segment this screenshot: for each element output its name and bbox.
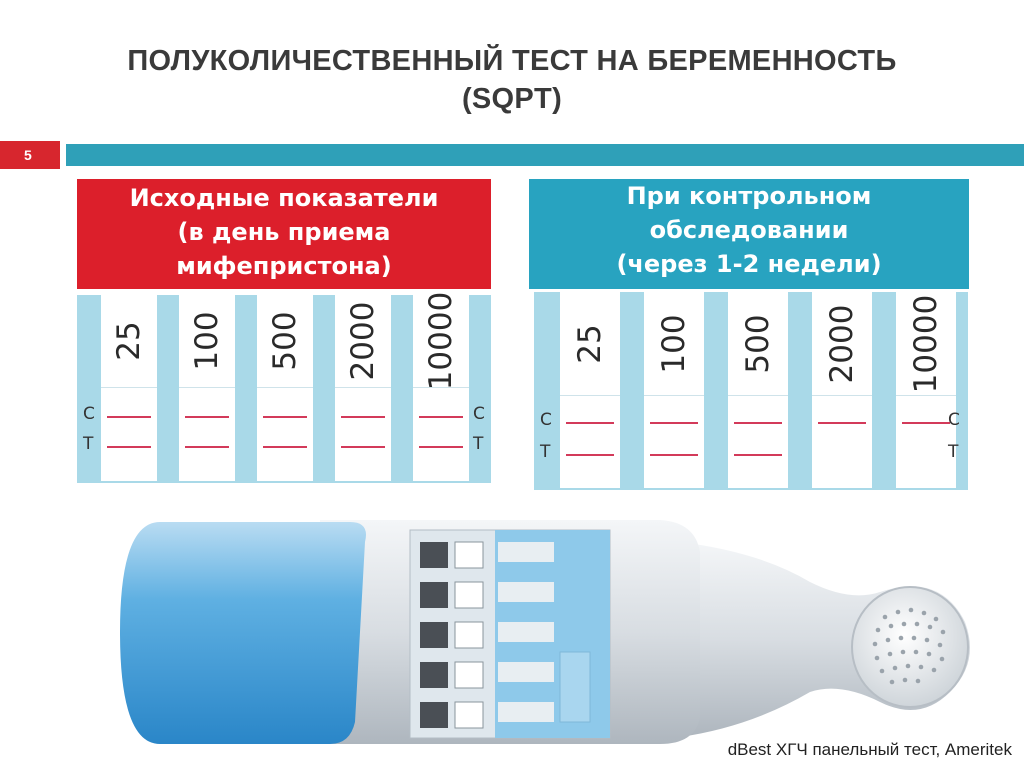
test-label-left: T: [83, 434, 94, 454]
right_panel-strip-label: 25: [572, 323, 608, 364]
test-line: [263, 446, 307, 448]
left_panel-strip-label: 10000: [423, 291, 459, 391]
right_panel-strip-label: 10000: [908, 294, 944, 393]
followup-header-line-3: (через 1-2 недели): [616, 250, 882, 278]
baseline-header: Исходные показатели (в день приема мифеп…: [77, 179, 491, 289]
left_panel-strip-25: 25: [101, 295, 157, 481]
right_panel-strip-500: 500: [728, 292, 788, 488]
control-label-left: C: [540, 410, 552, 430]
right_panel-strip-label: 500: [740, 313, 776, 374]
test-line: [650, 454, 698, 456]
page-title: ПОЛУКОЛИЧЕСТВЕННЫЙ ТЕСТ НА БЕРЕМЕННОСТЬ …: [0, 42, 1024, 118]
test-line: [566, 454, 614, 456]
test-line: [185, 446, 229, 448]
test-label-right: T: [473, 434, 484, 454]
control-label-right: C: [473, 404, 485, 424]
baseline-header-line-3: мифепристона): [176, 252, 392, 280]
baseline-header-line-1: Исходные показатели: [129, 184, 439, 212]
followup-header: При контрольном обследовании (через 1-2 …: [529, 179, 969, 289]
control-line: [185, 416, 229, 418]
control-line: [734, 422, 782, 424]
control-line: [902, 422, 950, 424]
control-line: [263, 416, 307, 418]
test-line: [341, 446, 385, 448]
followup-header-line-1: При контрольном: [626, 182, 872, 210]
control-label-right: C: [948, 410, 960, 430]
test-label-left: T: [540, 442, 551, 462]
right_panel-strip-10000: 10000: [896, 292, 956, 488]
left_panel-strip-label: 2000: [345, 301, 381, 381]
left_panel-strip-100: 100: [179, 295, 235, 481]
test-line: [419, 446, 463, 448]
control-line: [818, 422, 866, 424]
followup-header-line-2: обследовании: [649, 216, 849, 244]
slide-number-badge: 5: [0, 141, 60, 169]
left_panel-strip-500: 500: [257, 295, 313, 481]
control-line: [107, 416, 151, 418]
left_panel-strip-10000: 10000: [413, 291, 469, 481]
control-line: [341, 416, 385, 418]
title-line-1: ПОЛУКОЛИЧЕСТВЕННЫЙ ТЕСТ НА БЕРЕМЕННОСТЬ: [127, 45, 897, 77]
result-windows: [420, 541, 591, 729]
pregnancy-test-cassette-illustration: [120, 520, 970, 744]
test-line: [734, 454, 782, 456]
baseline-strips-panel: 25 100 500 2000 10000 C T C T: [77, 291, 491, 483]
baseline-header-line-2: (в день приема: [177, 218, 391, 246]
slide-number: 5: [24, 147, 32, 163]
left_panel-strip-label: 25: [111, 321, 147, 361]
test-label-right: T: [948, 442, 959, 462]
test-line: [107, 446, 151, 448]
left_panel-strip-label: 100: [189, 311, 225, 371]
control-line: [566, 422, 614, 424]
left_panel-strip-2000: 2000: [335, 295, 391, 481]
right_panel-strip-label: 2000: [824, 304, 860, 383]
source-credit: dBest ХГЧ панельный тест, Ameritek: [727, 740, 1012, 759]
control-label-left: C: [83, 404, 95, 424]
followup-strips-panel: 25 100 500 2000 10000 C T C T: [534, 292, 968, 490]
right_panel-strip-25: 25: [560, 292, 620, 488]
title-line-2: (SQPT): [461, 83, 563, 115]
left_panel-strip-label: 500: [267, 311, 303, 371]
control-line: [419, 416, 463, 418]
header-divider-bar: [66, 144, 1024, 166]
control-line: [650, 422, 698, 424]
right_panel-strip-100: 100: [644, 292, 704, 488]
absorbent-tip-holes: [872, 607, 946, 685]
right_panel-strip-2000: 2000: [812, 292, 872, 488]
right_panel-strip-label: 100: [656, 313, 692, 374]
